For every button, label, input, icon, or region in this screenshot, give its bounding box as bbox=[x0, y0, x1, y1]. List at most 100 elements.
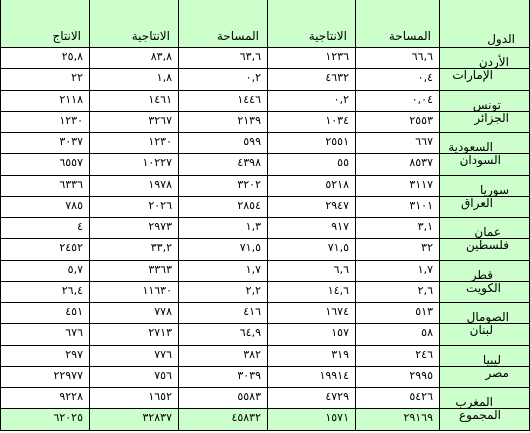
value-cell-area-2: ١٤٤٦ bbox=[179, 91, 268, 112]
value-cell-production-2: ١٩٧٨ bbox=[90, 176, 179, 197]
value-cell-area-1: ٢٤٦ bbox=[356, 346, 440, 367]
value-cell-production-2: ١٢٣٠ bbox=[90, 133, 179, 154]
value-cell-production-2: ١٦٥٢ bbox=[90, 388, 179, 409]
value-cell-area-1: ٣١٠١ bbox=[356, 197, 440, 218]
value-cell-production-2: ٣٣٦٣ bbox=[90, 261, 179, 282]
country-cell: الجزائر bbox=[440, 112, 530, 133]
value-cell-output: ٢٥,٨ bbox=[0, 48, 90, 69]
value-cell-output: ٢١١٨ bbox=[0, 91, 90, 112]
header-production-1: الانتاجية bbox=[268, 0, 356, 48]
value-cell-area-2: ٤٣٩٨ bbox=[179, 154, 268, 176]
value-cell-production-2: ٧٧٨ bbox=[90, 303, 179, 324]
value-cell-production-2: ٢٧١٣ bbox=[90, 324, 179, 346]
header-production-2: الانتاجية bbox=[90, 0, 179, 48]
country-cell: قطر bbox=[440, 261, 530, 282]
header-area-1: المساحة bbox=[356, 0, 440, 48]
value-cell-area-2: ٦٣,٦ bbox=[179, 48, 268, 69]
value-cell-production-1: ٠,٢ bbox=[268, 91, 356, 112]
country-cell: العراق bbox=[440, 197, 530, 218]
value-cell-area-2: ٦٤,٩ bbox=[179, 324, 268, 346]
country-cell: عمان bbox=[440, 218, 530, 239]
value-cell-area-2: ٠,٢ bbox=[179, 69, 268, 91]
country-cell: لبنان bbox=[440, 324, 530, 346]
value-cell-production-2: ٨٣,٨ bbox=[90, 48, 179, 69]
value-cell-production-2: ٢٩٧٣ bbox=[90, 218, 179, 239]
value-cell-production-2: ٢٠٢٦ bbox=[90, 197, 179, 218]
country-cell: الإمارات bbox=[440, 69, 530, 91]
value-cell-area-1: ٢٩١٦٩ bbox=[356, 409, 440, 431]
header-output: الانتاج bbox=[0, 0, 90, 48]
value-cell-output: ٢٢ bbox=[0, 69, 90, 91]
value-cell-production-2: ٣٣,٢ bbox=[90, 239, 179, 261]
value-cell-output: ١٢٣٠ bbox=[0, 112, 90, 133]
country-cell: سوريا bbox=[440, 176, 530, 197]
value-cell-output: ٤٥١ bbox=[0, 303, 90, 324]
value-cell-production-1: ٥٢١٨ bbox=[268, 176, 356, 197]
value-cell-area-2: ٥٥٨٣ bbox=[179, 388, 268, 409]
value-cell-production-1: ٣١٩ bbox=[268, 346, 356, 367]
value-cell-area-1: ٠,٤ bbox=[356, 69, 440, 91]
value-cell-production-1: ٥٥ bbox=[268, 154, 356, 176]
value-cell-area-1: ٣,١ bbox=[356, 218, 440, 239]
value-cell-area-1: ٢,٦ bbox=[356, 282, 440, 303]
value-cell-production-1: ١٥٧ bbox=[268, 324, 356, 346]
country-cell: المجموع bbox=[440, 409, 530, 431]
country-cell: مصر bbox=[440, 367, 530, 388]
value-cell-area-2: ٣٠٣٩ bbox=[179, 367, 268, 388]
country-cell: فلسطين bbox=[440, 239, 530, 261]
value-cell-area-1: ٠,٠٤ bbox=[356, 91, 440, 112]
country-cell: الكويت bbox=[440, 282, 530, 303]
value-cell-output: ٦٥٥٧ bbox=[0, 154, 90, 176]
value-cell-area-2: ٧١,٥ bbox=[179, 239, 268, 261]
value-cell-output: ٥,٧ bbox=[0, 261, 90, 282]
value-cell-area-2: ٥٩٩ bbox=[179, 133, 268, 154]
value-cell-area-2: ٢٨٥٤ bbox=[179, 197, 268, 218]
value-cell-production-1: ٤٧٢٩ bbox=[268, 388, 356, 409]
value-cell-production-1: ٧١,٥ bbox=[268, 239, 356, 261]
value-cell-output: ٢٤٥٢ bbox=[0, 239, 90, 261]
value-cell-output: ٢٦,٤ bbox=[0, 282, 90, 303]
header-country: الدول bbox=[440, 0, 530, 48]
value-cell-production-1: ١٩٩١٤ bbox=[268, 367, 356, 388]
value-cell-production-2: ٣٢٦٧ bbox=[90, 112, 179, 133]
country-cell: المغرب bbox=[440, 388, 530, 409]
value-cell-production-2: ٧٧٦ bbox=[90, 346, 179, 367]
country-cell: تونس bbox=[440, 91, 530, 112]
value-cell-output: ٦٢٠٢٥ bbox=[0, 409, 90, 431]
country-cell: السودان bbox=[440, 154, 530, 176]
value-cell-output: ٦٧٦ bbox=[0, 324, 90, 346]
value-cell-output: ٤ bbox=[0, 218, 90, 239]
value-cell-area-2: ٤٥٨٣٢ bbox=[179, 409, 268, 431]
value-cell-area-2: ٢,٢ bbox=[179, 282, 268, 303]
value-cell-area-2: ٣٢٠٢ bbox=[179, 176, 268, 197]
table-left-border bbox=[0, 0, 1, 430]
value-cell-output: ٦٣٣٦ bbox=[0, 176, 90, 197]
country-cell: ليبيا bbox=[440, 346, 530, 367]
value-cell-production-1: ٩١٧ bbox=[268, 218, 356, 239]
value-cell-output: ٢٢٩٧٧ bbox=[0, 367, 90, 388]
value-cell-area-1: ٦٦٧ bbox=[356, 133, 440, 154]
value-cell-production-1: ٦,٦ bbox=[268, 261, 356, 282]
value-cell-area-2: ٢١٣٩ bbox=[179, 112, 268, 133]
value-cell-production-1: ٢٥٥١ bbox=[268, 133, 356, 154]
value-cell-production-1: ١٢٣٦ bbox=[268, 48, 356, 69]
value-cell-area-1: ٣٢ bbox=[356, 239, 440, 261]
header-area-2: المساحة bbox=[179, 0, 268, 48]
value-cell-output: ٢٩٧ bbox=[0, 346, 90, 367]
country-cell: الصومال bbox=[440, 303, 530, 324]
value-cell-area-1: ١,٧ bbox=[356, 261, 440, 282]
value-cell-production-1: ١٦٧٤ bbox=[268, 303, 356, 324]
country-cell: الأردن bbox=[440, 48, 530, 69]
value-cell-production-2: ٧٥٦ bbox=[90, 367, 179, 388]
value-cell-area-1: ٢٥٥٣ bbox=[356, 112, 440, 133]
value-cell-area-2: ٣٨٢ bbox=[179, 346, 268, 367]
value-cell-production-2: ١١٦٣٠ bbox=[90, 282, 179, 303]
value-cell-production-2: ٣٢٨٣٧ bbox=[90, 409, 179, 431]
value-cell-area-1: ٦٦,٦ bbox=[356, 48, 440, 69]
value-cell-area-1: ٣١١٧ bbox=[356, 176, 440, 197]
value-cell-production-2: ١,٨ bbox=[90, 69, 179, 91]
value-cell-area-1: ٥١٣ bbox=[356, 303, 440, 324]
value-cell-area-2: ١,٧ bbox=[179, 261, 268, 282]
value-cell-production-1: ١٠٣٤ bbox=[268, 112, 356, 133]
